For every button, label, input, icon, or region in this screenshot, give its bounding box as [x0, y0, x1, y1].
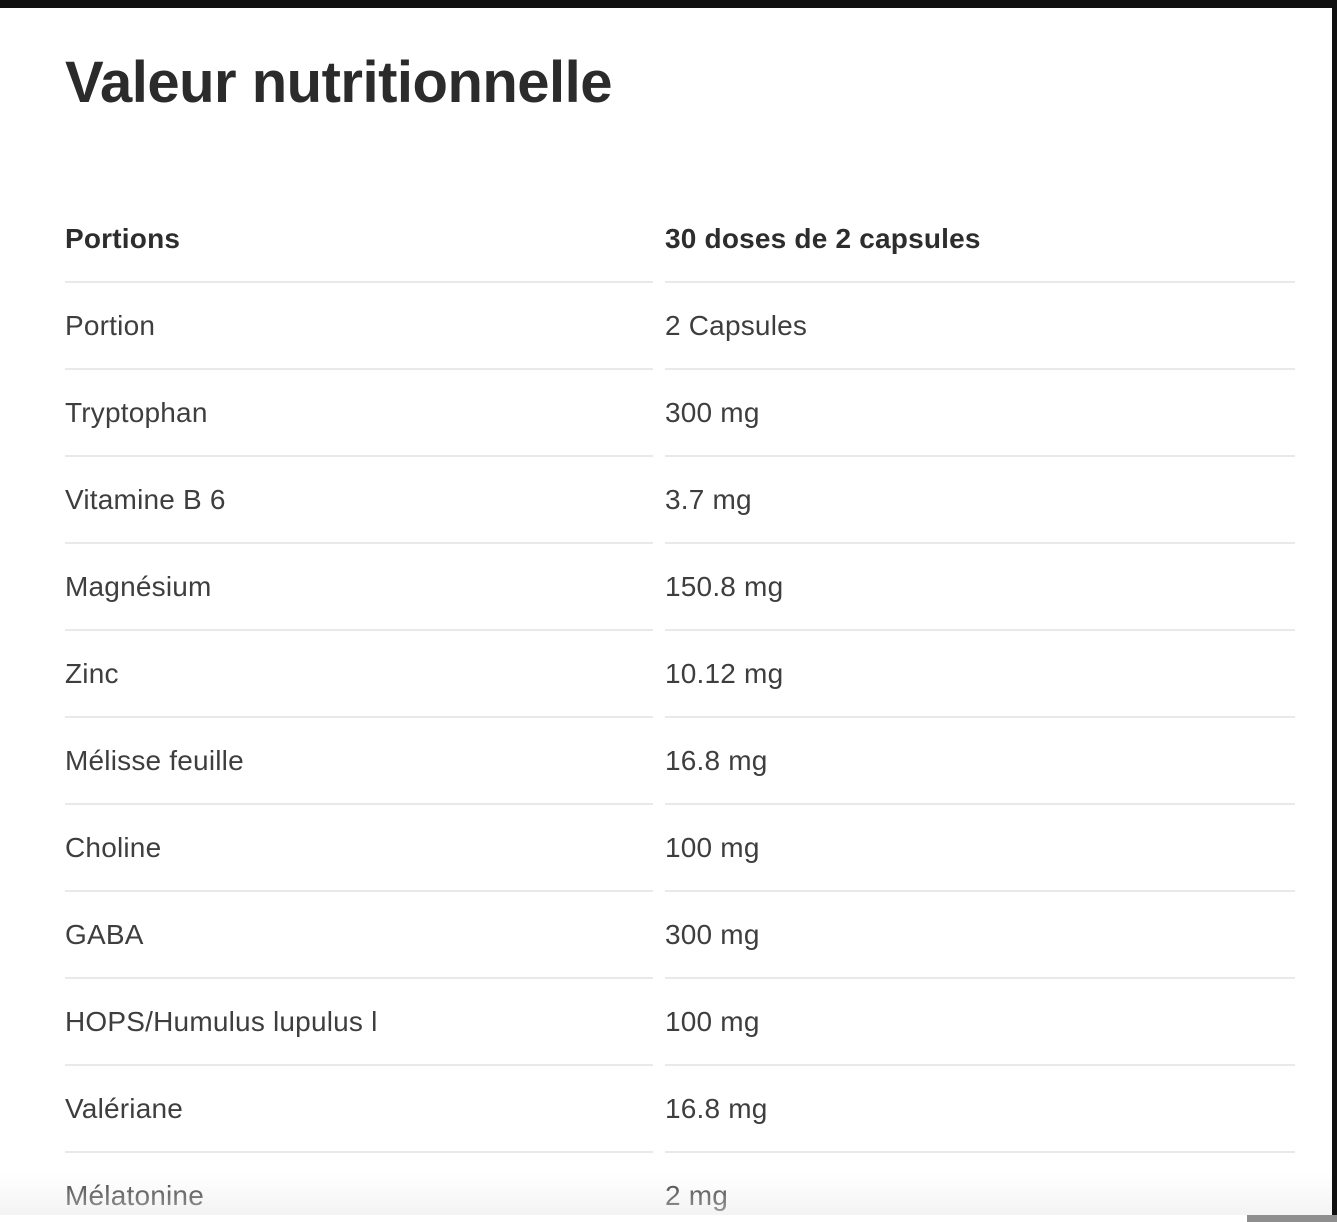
nutrient-value: 10.12 mg — [665, 631, 1295, 718]
nutrient-value: 300 mg — [665, 370, 1295, 457]
table-row: Choline 100 mg — [65, 805, 1295, 892]
nutrient-value: 3.7 mg — [665, 457, 1295, 544]
top-window-border — [0, 0, 1337, 8]
table-row: Zinc 10.12 mg — [65, 631, 1295, 718]
horizontal-scrollbar-thumb[interactable] — [1247, 1215, 1337, 1222]
page-title: Valeur nutritionnelle — [65, 50, 613, 115]
table-row: Valériane 16.8 mg — [65, 1066, 1295, 1153]
nutrient-label: Tryptophan — [65, 370, 653, 457]
table-row: GABA 300 mg — [65, 892, 1295, 979]
nutrient-label: Magnésium — [65, 544, 653, 631]
table-row: Mélisse feuille 16.8 mg — [65, 718, 1295, 805]
table-row: Tryptophan 300 mg — [65, 370, 1295, 457]
nutrient-value: 2 Capsules — [665, 283, 1295, 370]
nutrition-table: Portions 30 doses de 2 capsules Portion … — [65, 197, 1295, 1222]
nutrient-value: 16.8 mg — [665, 1066, 1295, 1153]
nutrient-value: 150.8 mg — [665, 544, 1295, 631]
nutrient-label: Portion — [65, 283, 653, 370]
nutrient-label: Vitamine B 6 — [65, 457, 653, 544]
nutrient-value: 16.8 mg — [665, 718, 1295, 805]
content-area: Valeur nutritionnelle Portions 30 doses … — [0, 8, 1332, 1222]
nutrient-label: Mélisse feuille — [65, 718, 653, 805]
nutrient-label: Mélatonine — [65, 1153, 653, 1222]
table-row: Vitamine B 6 3.7 mg — [65, 457, 1295, 544]
table-row: Mélatonine 2 mg — [65, 1153, 1295, 1222]
table-header-row: Portions 30 doses de 2 capsules — [65, 197, 1295, 283]
vertical-scrollbar-track[interactable] — [1332, 0, 1337, 1222]
nutrient-value: 300 mg — [665, 892, 1295, 979]
table-row: Portion 2 Capsules — [65, 283, 1295, 370]
nutrient-label: Zinc — [65, 631, 653, 718]
table-row: Magnésium 150.8 mg — [65, 544, 1295, 631]
nutrient-label: Valériane — [65, 1066, 653, 1153]
nutrient-label: Choline — [65, 805, 653, 892]
nutrient-value: 100 mg — [665, 805, 1295, 892]
nutrient-value: 2 mg — [665, 1153, 1295, 1222]
nutrient-value: 100 mg — [665, 979, 1295, 1066]
nutrient-label: HOPS/Humulus lupulus l — [65, 979, 653, 1066]
table-body: Portion 2 Capsules Tryptophan 300 mg Vit… — [65, 283, 1295, 1222]
nutrient-label: GABA — [65, 892, 653, 979]
header-label-cell: Portions — [65, 197, 653, 283]
table-row: HOPS/Humulus lupulus l 100 mg — [65, 979, 1295, 1066]
header-value-cell: 30 doses de 2 capsules — [665, 197, 1295, 283]
